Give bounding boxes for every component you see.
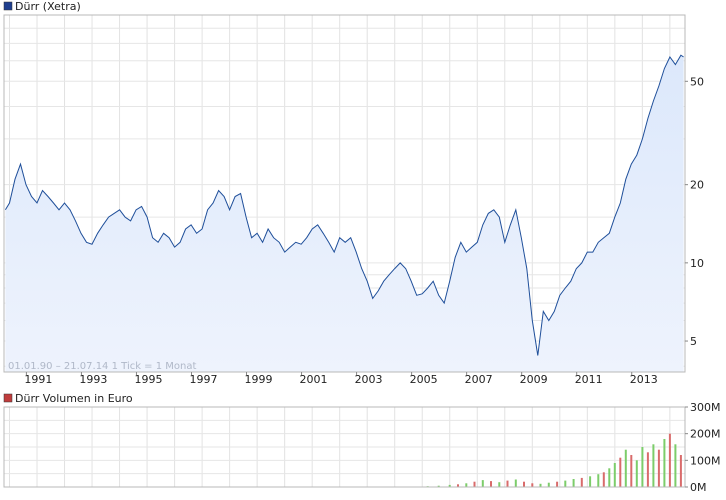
price-y-tick-label: 20 <box>690 179 704 192</box>
price-chart-title: Dürr (Xetra) <box>15 0 81 13</box>
volume-bar <box>547 482 550 487</box>
price-area-fill <box>5 55 684 372</box>
price-line <box>4 54 684 356</box>
volume-bar <box>490 481 492 487</box>
price-x-tick-label: 1993 <box>79 373 107 386</box>
volume-bar <box>613 463 616 487</box>
volume-bar <box>481 480 484 487</box>
price-y-tick-label: 5 <box>690 335 697 348</box>
price-x-tick-label: 2013 <box>630 373 658 386</box>
volume-bar <box>457 484 459 487</box>
volume-bar <box>523 481 525 487</box>
volume-bar <box>539 483 542 487</box>
volume-bar <box>448 484 451 487</box>
volume-bar <box>663 439 666 487</box>
price-x-axis: 1991 1993 1995 1997 1999 2001 2003 2005 2007 2009… <box>24 372 658 386</box>
price-x-tick-label: 2003 <box>355 373 383 386</box>
date-range-info: 01.01.90 – 21.07.14 1 Tick = 1 Monat <box>8 361 196 372</box>
volume-bar <box>589 476 592 487</box>
price-x-tick-label: 2001 <box>300 373 328 386</box>
volume-bar <box>641 447 644 487</box>
price-y-tick-label: 50 <box>690 75 704 88</box>
price-x-tick-label: 1999 <box>245 373 273 386</box>
volume-y-tick-label: 0M <box>690 481 707 494</box>
price-x-tick-label: 2007 <box>465 373 493 386</box>
volume-legend-marker <box>3 393 13 403</box>
price-y-axis: 5 10 20 50 <box>685 75 704 348</box>
volume-bar <box>572 479 575 487</box>
volume-bar <box>635 460 638 487</box>
volume-bar <box>646 452 649 487</box>
volume-bar <box>674 444 677 487</box>
volume-bar <box>597 474 600 487</box>
price-x-tick-label: 1991 <box>24 373 52 386</box>
volume-y-tick-label: 300M <box>690 401 721 414</box>
price-panel-frame <box>3 14 686 373</box>
volume-y-tick-label: 100M <box>690 454 721 467</box>
volume-bar <box>580 477 583 487</box>
volume-bar <box>564 480 567 487</box>
price-legend-marker <box>3 1 13 11</box>
price-x-tick-label: 1995 <box>134 373 162 386</box>
volume-bar <box>619 457 622 487</box>
price-y-tick-label: 10 <box>690 257 704 270</box>
volume-chart-title: Dürr Volumen in Euro <box>15 392 133 405</box>
price-x-tick-label: 1997 <box>189 373 217 386</box>
price-x-tick-label: 2011 <box>575 373 603 386</box>
price-x-tick-label: 2009 <box>520 373 548 386</box>
volume-panel-frame <box>3 406 686 488</box>
volume-bar <box>602 472 605 487</box>
volume-bar <box>514 479 517 487</box>
volume-bar <box>630 455 633 487</box>
volume-bar <box>465 483 468 487</box>
volume-bar <box>506 480 509 487</box>
volume-bar <box>652 444 655 487</box>
volume-y-tick-label: 200M <box>690 428 721 441</box>
volume-bar <box>473 481 476 487</box>
volume-bar <box>608 468 611 487</box>
volume-bar <box>657 449 660 487</box>
volume-bar <box>437 485 440 487</box>
volume-bars <box>426 433 682 487</box>
volume-bar <box>624 449 627 487</box>
volume-y-axis: 0M 100M 200M 300M <box>685 401 721 494</box>
volume-bar <box>679 455 682 487</box>
price-x-tick-label: 2005 <box>410 373 438 386</box>
volume-bar <box>556 481 559 487</box>
volume-grid <box>4 407 685 487</box>
volume-bar <box>668 433 671 487</box>
volume-bar <box>531 483 534 487</box>
volume-bar <box>498 482 501 487</box>
